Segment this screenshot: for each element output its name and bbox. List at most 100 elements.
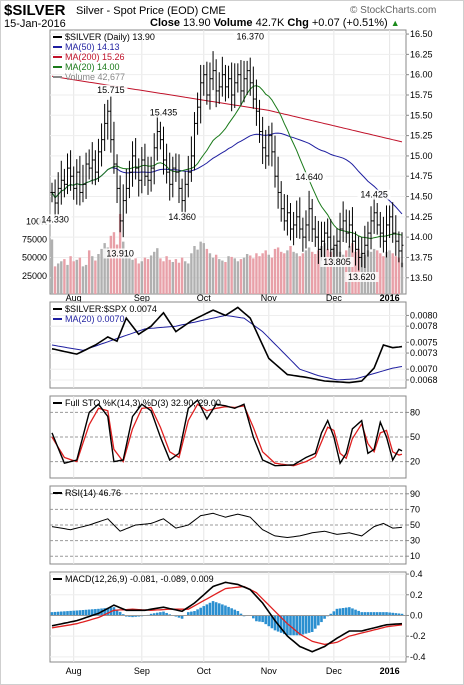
macd-histogram-bar — [208, 602, 212, 616]
macd-histogram-bar — [329, 613, 333, 616]
macd-histogram-bar — [224, 605, 227, 616]
volume-bar — [69, 256, 72, 294]
macd-histogram-bar — [227, 606, 230, 616]
price-tick-label-4: 15.50 — [410, 110, 433, 120]
macd-histogram-bar — [351, 608, 354, 616]
macd-histogram-bar — [317, 615, 320, 626]
macd-histogram-bar — [69, 610, 72, 616]
month-label-bottom-2: Oct — [197, 666, 212, 676]
macd-tick-label-1: 0.2 — [410, 590, 423, 600]
macd-histogram-bar — [177, 615, 181, 618]
macd-histogram-bar — [338, 608, 342, 616]
volume-bar — [180, 257, 184, 294]
price-annotation-bg-5 — [38, 214, 72, 225]
volume-bar — [307, 247, 311, 294]
macd-histogram-bar — [394, 613, 398, 616]
volume-bar — [391, 253, 394, 294]
volume-bar — [255, 253, 258, 294]
month-label-bottom-4: Dec — [326, 666, 343, 676]
price-annotation-bg-2 — [233, 31, 267, 42]
volume-bar — [338, 251, 342, 294]
price-annotation-bg-8 — [320, 256, 354, 267]
volume-bar — [153, 251, 156, 294]
volume-bar — [280, 251, 283, 294]
macd-histogram-bar — [366, 612, 370, 616]
volume-bar — [66, 264, 69, 294]
volume-bar — [301, 253, 305, 294]
price-tick-label-10: 14.00 — [410, 232, 433, 242]
price-annotation-bg-0 — [94, 84, 128, 95]
price-annotation-6: 13.910 — [106, 248, 134, 258]
volume-bar — [261, 253, 264, 294]
macd-histogram-bar — [75, 610, 79, 616]
volume-bar — [91, 256, 94, 294]
macd-histogram-bar — [357, 610, 360, 616]
macd-histogram-bar — [279, 615, 283, 633]
price-annotation-bg-3 — [292, 172, 326, 183]
macd-histogram-bar — [180, 615, 184, 619]
volume-bar — [125, 251, 128, 294]
price-annotation-5: 14.330 — [41, 214, 69, 224]
volume-bar — [224, 262, 227, 294]
volume-bar — [75, 259, 78, 294]
macd-histogram-bar — [258, 615, 261, 622]
rsi-tick-label-3: 30 — [410, 536, 420, 546]
volume-bar — [171, 262, 174, 294]
ratio-legend-1: MA(20) 0.0070 — [65, 314, 125, 324]
close-label: Close — [150, 17, 180, 29]
macd-histogram-bar — [165, 612, 168, 616]
price-tick-label-9: 14.25 — [410, 212, 433, 222]
volume-bar — [236, 261, 240, 294]
macd-histogram-bar — [78, 610, 82, 616]
macd-histogram-bar — [301, 615, 305, 635]
volume-bar — [292, 251, 295, 294]
volume-bar — [53, 266, 57, 294]
price-tick-label-8: 14.50 — [410, 192, 433, 202]
macd-histogram-bar — [335, 608, 339, 616]
price-annotation-0: 15.715 — [97, 85, 125, 95]
volume-bar — [379, 253, 382, 294]
ratio-panel — [49, 301, 407, 389]
price-tick-label-0: 16.50 — [410, 29, 433, 39]
volume-bar — [183, 261, 187, 294]
macd-histogram-bar — [372, 612, 376, 616]
macd-histogram-bar — [115, 609, 119, 616]
ratio-tick-label-3: 0.0073 — [410, 348, 438, 358]
price-annotation-bg-7 — [165, 211, 199, 222]
sto-k-line — [51, 398, 403, 467]
month-label-price-2: Oct — [197, 293, 212, 303]
volume-bar — [187, 263, 190, 294]
price-annotation-bg-1 — [146, 107, 181, 118]
macd-histogram-bar — [273, 615, 277, 631]
macd-histogram-bar — [298, 615, 302, 636]
volume-bar — [60, 261, 63, 294]
macd-histogram-bar — [131, 615, 134, 618]
volume-bar — [196, 249, 199, 294]
ratio-tick-label-2: 0.0075 — [410, 337, 438, 347]
volume-bar — [341, 254, 345, 294]
volume-bar — [351, 243, 354, 294]
macd-signal-line — [51, 585, 403, 646]
chg-value: +0.07 (+0.51%) — [311, 17, 388, 29]
month-label-price-0: Aug — [66, 293, 82, 303]
volume-bar — [134, 257, 137, 294]
volume-bar — [289, 246, 292, 294]
volume-bar — [115, 244, 119, 294]
month-label-bottom-1: Sep — [134, 666, 150, 676]
macd-histogram-bar — [304, 615, 308, 634]
volume-bar — [137, 263, 140, 294]
macd-histogram-bar — [125, 615, 128, 617]
volume-bar — [143, 257, 147, 294]
volume-bar — [372, 248, 376, 294]
volume-bar — [385, 251, 388, 294]
volume-value: 42.7K — [255, 17, 285, 29]
volume-bar — [273, 248, 277, 294]
macd-histogram-bar — [128, 615, 131, 617]
month-label-price-5: 2016 — [380, 293, 400, 303]
macd-line — [51, 581, 403, 653]
volume-bar — [397, 257, 401, 294]
volume-bar — [122, 241, 125, 294]
price-annotation-8: 13.805 — [323, 257, 351, 267]
volume-bar — [323, 243, 326, 294]
